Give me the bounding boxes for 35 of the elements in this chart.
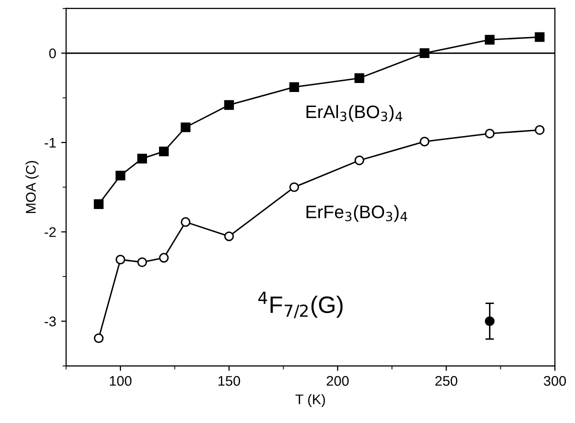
point <box>180 122 190 132</box>
point <box>137 257 148 268</box>
point <box>484 34 495 45</box>
x-tick-label: 300 <box>544 376 566 386</box>
series-label: ErFe$_{3}$(BO$_{3}$)$_{4}$ <box>306 205 408 222</box>
point <box>94 199 104 210</box>
point <box>420 136 430 146</box>
point <box>159 252 169 263</box>
y-tick-label: -2 <box>44 227 56 237</box>
point <box>289 182 300 192</box>
y-tick-label: -3 <box>44 316 56 326</box>
point <box>159 146 169 156</box>
x-axis-title: T (K) <box>296 394 325 408</box>
x-tick-label: 100 <box>110 376 132 386</box>
y-tick-label: 0 <box>49 48 56 58</box>
point <box>137 154 148 164</box>
point <box>116 170 126 180</box>
point <box>534 125 545 135</box>
point <box>180 217 190 227</box>
point <box>354 156 364 166</box>
annotation: $^{4}$F$_{7/2}$(G) <box>258 292 343 318</box>
point <box>534 32 545 42</box>
x-tick-label: 250 <box>435 376 458 386</box>
point <box>94 333 104 344</box>
y-tick-label: -1 <box>44 138 56 148</box>
point <box>224 100 234 110</box>
point <box>484 128 495 138</box>
y-axis-title: MOA (C) <box>26 161 38 214</box>
x-tick-label: 150 <box>218 376 240 386</box>
x-tick-label: 200 <box>326 376 349 386</box>
point <box>354 73 364 84</box>
point <box>224 231 234 242</box>
point <box>116 254 126 264</box>
point <box>289 82 300 92</box>
series-label: ErAl$_{3}$(BO$_{3}$)$_{4}$ <box>306 104 402 122</box>
